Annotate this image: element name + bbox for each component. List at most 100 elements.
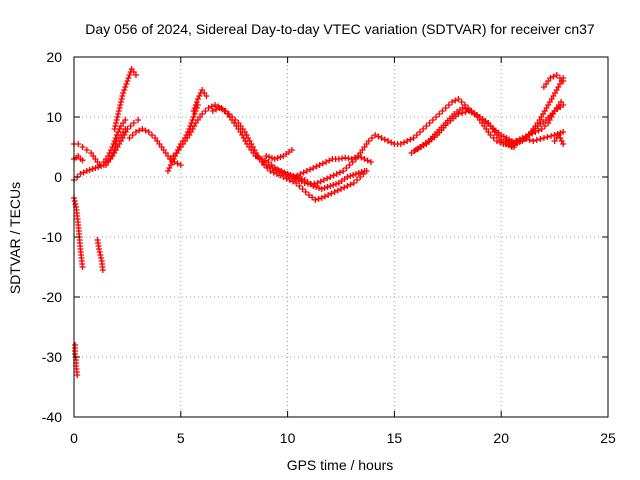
data-point [410, 135, 417, 141]
data-point [505, 139, 512, 145]
data-point [280, 174, 287, 180]
data-point [130, 120, 137, 126]
data-point [535, 127, 542, 134]
data-point [319, 160, 326, 167]
data-point [75, 141, 82, 147]
data-point [142, 127, 149, 134]
data-point [312, 196, 319, 203]
data-point [115, 111, 122, 117]
data-point [296, 183, 303, 189]
data-point [321, 193, 328, 200]
data-point [129, 132, 136, 138]
data-point [208, 103, 215, 110]
data-point [255, 154, 262, 161]
data-point [96, 162, 103, 168]
y-axis-label: SDTVAR / TECUs [7, 182, 23, 294]
axis-ticks: 0 5 10 15 20 25 -40 -30 -20 -10 0 10 20 [42, 49, 616, 446]
data-point [423, 123, 430, 129]
data-point [401, 139, 408, 146]
data-point [270, 169, 277, 176]
data-point [295, 175, 302, 181]
data-point [303, 168, 310, 174]
data-point [355, 153, 362, 159]
data-point [199, 111, 206, 117]
data-point [313, 184, 320, 190]
data-point [375, 133, 382, 140]
data-point [267, 168, 274, 174]
data-point [288, 147, 295, 153]
data-point [274, 166, 281, 173]
data-point [556, 75, 563, 81]
chart-title: Day 056 of 2024, Sidereal Day-to-day VTE… [85, 21, 595, 37]
data-point [309, 194, 316, 201]
data-point [313, 163, 320, 170]
data-point [530, 138, 537, 144]
data-point [264, 165, 271, 171]
data-point [83, 147, 90, 153]
data-point [462, 109, 469, 115]
data-point [77, 171, 84, 177]
data-point [298, 176, 305, 182]
data-point [265, 159, 272, 165]
data-point [190, 114, 197, 120]
data-point [219, 106, 226, 113]
data-point [268, 162, 275, 168]
data-point [334, 187, 341, 194]
data-point [384, 138, 391, 144]
data-point [300, 169, 307, 176]
data-point [193, 99, 200, 105]
data-point [92, 165, 99, 171]
data-point [216, 105, 223, 111]
data-point [455, 96, 462, 102]
data-point [262, 157, 269, 164]
data-point [560, 78, 567, 84]
data-point [136, 127, 143, 134]
data-point [139, 126, 146, 132]
data-point [284, 171, 291, 177]
data-point [327, 174, 334, 180]
data-point [71, 198, 78, 204]
data-point [537, 136, 544, 142]
data-point [331, 189, 338, 195]
data-point [89, 166, 96, 172]
data-point [324, 184, 331, 190]
y-tick-label: -40 [42, 409, 62, 425]
data-point [170, 153, 177, 159]
data-point [113, 117, 120, 123]
data-point [357, 174, 364, 180]
series-trace-e [72, 342, 81, 378]
data-point [121, 87, 128, 93]
data-point [315, 195, 322, 202]
y-tick-label: 10 [46, 109, 62, 125]
data-point [358, 169, 365, 175]
data-point [305, 192, 312, 198]
data-point [344, 183, 351, 189]
data-point [99, 267, 106, 273]
data-point [289, 178, 296, 185]
data-point [439, 108, 446, 114]
data-point [261, 162, 268, 168]
data-point [347, 173, 354, 179]
data-point [365, 138, 372, 144]
data-point [122, 117, 129, 123]
data-point [120, 90, 127, 96]
data-point [174, 160, 181, 167]
series-trace-v [540, 72, 567, 90]
data-point [320, 177, 327, 183]
data-point [74, 372, 81, 378]
data-point [96, 249, 103, 255]
data-point [122, 126, 129, 132]
data-point [445, 102, 452, 108]
data-point [271, 156, 278, 162]
data-point [326, 157, 333, 164]
data-point [310, 183, 317, 189]
series-trace-u [508, 129, 567, 147]
data-point [352, 171, 359, 177]
data-point [122, 84, 129, 90]
data-point [191, 111, 198, 117]
data-point [283, 175, 290, 182]
data-point [452, 97, 459, 104]
data-point [417, 129, 424, 135]
data-point [404, 138, 411, 144]
data-point [557, 135, 564, 141]
